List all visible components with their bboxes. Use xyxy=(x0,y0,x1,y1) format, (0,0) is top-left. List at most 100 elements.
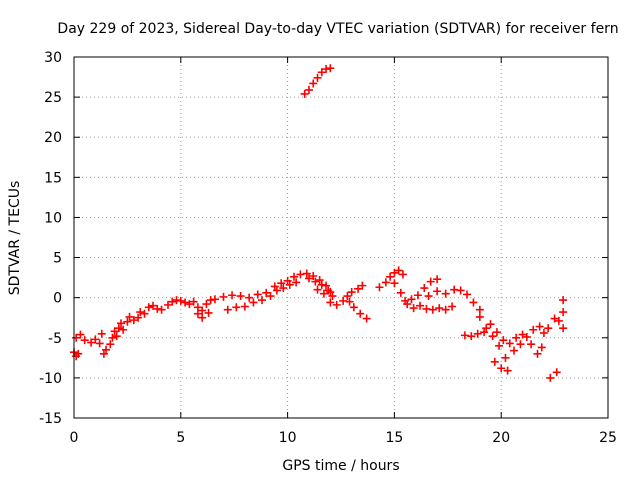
data-point xyxy=(559,308,568,317)
data-point xyxy=(546,373,555,382)
data-point xyxy=(102,345,111,354)
data-point xyxy=(505,339,514,348)
data-point xyxy=(467,332,476,341)
data-point xyxy=(347,288,356,297)
data-point xyxy=(249,298,258,307)
data-point xyxy=(87,338,96,347)
data-point xyxy=(480,328,489,337)
data-point xyxy=(420,284,429,293)
data-point xyxy=(422,304,431,313)
data-point xyxy=(390,268,399,277)
data-point xyxy=(535,322,544,331)
data-point xyxy=(270,282,279,291)
data-point xyxy=(313,285,322,294)
y-tick-label: 5 xyxy=(53,251,62,267)
data-point xyxy=(153,304,162,313)
data-point xyxy=(72,333,81,342)
data-point xyxy=(140,309,149,318)
data-point xyxy=(181,298,190,307)
data-point xyxy=(311,277,320,286)
data-point xyxy=(322,281,331,290)
data-point xyxy=(539,328,548,337)
data-point xyxy=(91,335,100,344)
data-point xyxy=(257,296,266,305)
data-point xyxy=(552,368,561,377)
data-point xyxy=(296,270,305,279)
data-point xyxy=(245,293,254,302)
data-point xyxy=(544,324,553,333)
data-point xyxy=(119,325,128,334)
data-point xyxy=(112,332,121,341)
y-tick-label: 10 xyxy=(44,210,62,226)
data-point xyxy=(503,366,512,375)
grid-lines xyxy=(74,57,608,418)
y-tick-label: -15 xyxy=(39,411,62,427)
data-point xyxy=(381,278,390,287)
data-point xyxy=(253,290,262,299)
data-point xyxy=(356,309,365,318)
data-point xyxy=(198,306,207,315)
data-point xyxy=(193,309,202,318)
data-point xyxy=(149,301,158,310)
x-tick-label: 20 xyxy=(492,430,510,446)
data-point xyxy=(189,297,198,306)
data-point xyxy=(527,340,536,349)
data-point xyxy=(394,266,403,275)
data-point xyxy=(463,290,472,299)
data-point xyxy=(317,280,326,289)
y-axis-label: SDTVAR / TECUs xyxy=(7,181,23,296)
data-point xyxy=(80,336,89,345)
data-point xyxy=(512,333,521,342)
data-point xyxy=(114,324,123,333)
data-point xyxy=(433,287,442,296)
data-point xyxy=(313,73,322,82)
data-point xyxy=(134,313,143,322)
data-point xyxy=(163,300,172,309)
data-point xyxy=(106,340,115,349)
data-point xyxy=(516,340,525,349)
data-point xyxy=(144,303,153,312)
y-tick-label: -10 xyxy=(39,371,62,387)
data-point xyxy=(349,303,358,312)
data-point xyxy=(448,302,457,311)
y-tick-label: 15 xyxy=(44,170,62,186)
data-point xyxy=(236,292,245,301)
y-tick-label: 30 xyxy=(44,50,62,66)
data-point xyxy=(413,291,422,300)
data-point xyxy=(362,314,371,323)
data-point xyxy=(522,332,531,341)
data-point xyxy=(416,301,425,310)
data-point xyxy=(501,353,510,362)
data-point xyxy=(240,302,249,311)
data-point xyxy=(95,339,104,348)
data-point xyxy=(309,79,318,88)
data-point xyxy=(495,341,504,350)
data-point xyxy=(292,278,301,287)
data-point xyxy=(492,328,501,337)
y-tick-label: 25 xyxy=(44,90,62,106)
data-point xyxy=(441,289,450,298)
data-point xyxy=(266,292,275,301)
data-point xyxy=(198,313,207,322)
data-point xyxy=(136,308,145,317)
data-point xyxy=(559,296,568,305)
data-point xyxy=(129,316,138,325)
data-point xyxy=(123,317,132,326)
axis-ticks: 0 5 10 15 20 25 -15 -10 -5 0 5 10 15 20 25 30 xyxy=(39,50,617,446)
data-point xyxy=(559,324,568,333)
data-point xyxy=(315,276,324,285)
data-point xyxy=(326,298,335,307)
data-point xyxy=(76,330,85,339)
y-tick-label: -5 xyxy=(48,331,62,347)
data-point xyxy=(219,292,228,301)
data-point xyxy=(304,274,313,283)
data-point xyxy=(285,280,294,289)
data-point xyxy=(210,295,219,304)
chart-title: Day 229 of 2023, Sidereal Day-to-day VTE… xyxy=(57,21,618,37)
plot-frame xyxy=(73,56,609,419)
data-point xyxy=(228,291,237,300)
data-point xyxy=(398,270,407,279)
data-point xyxy=(345,297,354,306)
data-point xyxy=(277,279,286,288)
y-tick-label: 0 xyxy=(53,291,62,307)
